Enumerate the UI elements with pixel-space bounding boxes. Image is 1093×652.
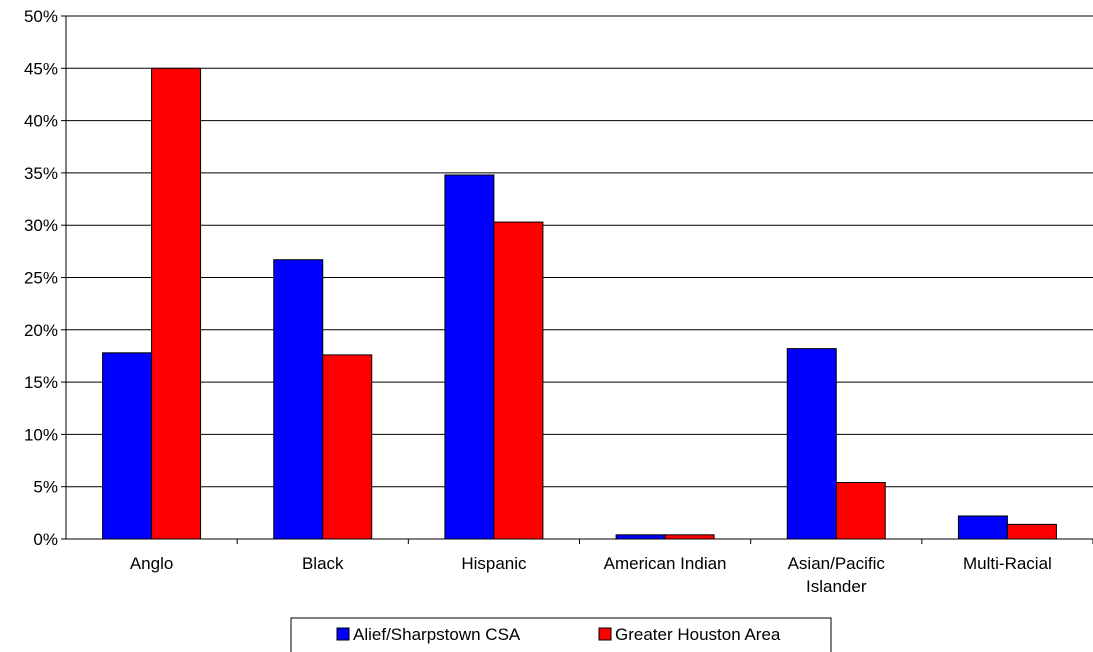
legend-swatch-series-1 [336,627,350,641]
gridlines [66,15,1093,488]
y-tick-label: 25% [24,269,58,288]
y-tick-label: 15% [24,373,58,392]
y-tick-label: 35% [24,164,58,183]
x-tick-label: Asian/Pacific [788,554,886,573]
x-tick-label: Anglo [130,554,173,573]
y-tick-labels: 0% 5% 10% 15% 20% 25% 30% 35% 40% 45% 50% [24,7,58,549]
x-tick-label: Black [302,554,344,573]
y-tick-label: 5% [33,478,58,497]
axes [61,15,1093,544]
x-tick-labels: Anglo Black Hispanic American Indian Asian/P… [130,554,1052,596]
bar-alief-sharpstown [273,259,324,540]
bar-greater-houston [664,534,715,540]
legend-box [290,617,832,652]
y-tick-label: 45% [24,59,58,78]
legend-label-series-2: Greater Houston Area [615,625,781,644]
x-tick-label: Hispanic [461,554,527,573]
y-tick-label: 30% [24,216,58,235]
y-tick-label: 50% [24,7,58,26]
bar-greater-houston [1006,523,1057,540]
legend: Alief/Sharpstown CSA Greater Houston Are… [290,617,832,652]
legend-swatch-series-2 [598,627,612,641]
x-tick-label: American Indian [604,554,727,573]
bar-greater-houston [151,67,202,540]
bar-alief-sharpstown [444,174,495,540]
bar-alief-sharpstown [102,352,153,540]
legend-label-series-1: Alief/Sharpstown CSA [353,625,521,644]
y-tick-label: 40% [24,112,58,131]
bar-greater-houston [835,482,886,540]
x-tick-label: Multi-Racial [963,554,1052,573]
y-tick-label: 20% [24,321,58,340]
y-tick-label: 0% [33,530,58,549]
bar-greater-houston [322,354,373,540]
x-tick-label: Islander [806,577,867,596]
y-tick-label: 10% [24,425,58,444]
bar-alief-sharpstown [786,348,837,540]
bars [102,67,1057,540]
bar-alief-sharpstown [957,515,1008,540]
bar-alief-sharpstown [615,534,666,540]
bar-greater-houston [493,221,544,540]
